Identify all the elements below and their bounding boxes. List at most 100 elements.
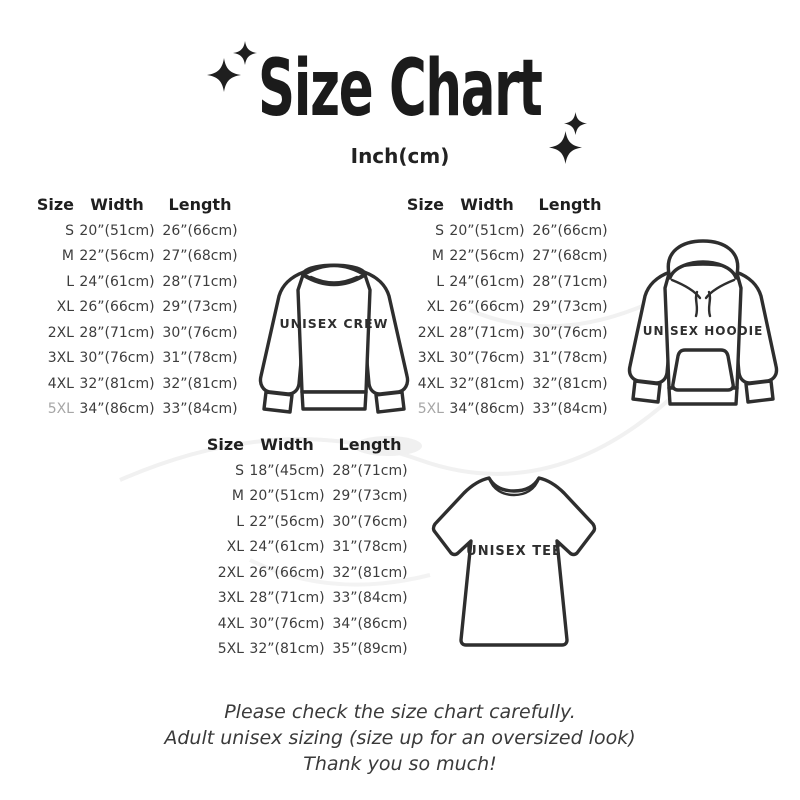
- size-cell: XL: [426, 299, 444, 316]
- width-cell: 20”(51cm): [79, 222, 155, 239]
- width-cell: 24”(61cm): [449, 273, 525, 290]
- length-cell: 29”(73cm): [532, 299, 608, 316]
- column-header: Length: [338, 434, 402, 454]
- length-cell: 33”(84cm): [332, 590, 408, 607]
- column-header: Size: [406, 194, 444, 214]
- width-cell: 28”(71cm): [249, 590, 325, 607]
- width-cell: 32”(81cm): [249, 641, 325, 658]
- width-cell: 24”(61cm): [249, 539, 325, 556]
- size-row: 3XL 28”(71cm) 33”(84cm): [202, 586, 412, 612]
- width-cell: 26”(66cm): [249, 564, 325, 581]
- length-cell: 30”(76cm): [532, 324, 608, 341]
- length-cell: 29”(73cm): [332, 488, 408, 505]
- length-cell: 30”(76cm): [332, 513, 408, 530]
- sparkle-icon: [564, 112, 587, 135]
- width-cell: 26”(66cm): [449, 299, 525, 316]
- length-cell: 35”(89cm): [332, 641, 408, 658]
- size-cell: S: [435, 222, 444, 239]
- tee-garment-label: UNISEX TEE: [466, 544, 562, 559]
- width-cell: 32”(81cm): [449, 375, 525, 392]
- length-cell: 33”(84cm): [162, 401, 238, 418]
- size-cell: 4XL: [217, 615, 244, 632]
- page-title: Size Chart: [258, 44, 543, 134]
- length-cell: 31”(78cm): [162, 350, 238, 367]
- width-cell: 30”(76cm): [449, 350, 525, 367]
- size-row: 2XL 28”(71cm) 30”(76cm): [32, 320, 242, 346]
- size-row: S 20”(51cm) 26”(66cm): [32, 218, 242, 244]
- size-cell: L: [66, 273, 74, 290]
- table-header-row: Size Width Length: [202, 430, 412, 458]
- column-header: Size: [36, 194, 74, 214]
- hoodie-illustration: UNISEX HOODIE: [608, 238, 798, 422]
- length-cell: 26”(66cm): [532, 222, 608, 239]
- footer-line: Adult unisex sizing (size up for an over…: [164, 727, 636, 749]
- sparkle-icon: [233, 41, 257, 65]
- length-cell: 33”(84cm): [532, 401, 608, 418]
- width-cell: 20”(51cm): [449, 222, 525, 239]
- size-cell: 3XL: [417, 350, 444, 367]
- width-cell: 18”(45cm): [249, 462, 325, 479]
- width-cell: 34”(86cm): [79, 401, 155, 418]
- size-cell: 2XL: [417, 324, 444, 341]
- table-header-row: Size Width Length: [32, 190, 242, 218]
- size-cell: S: [235, 462, 244, 479]
- length-cell: 29”(73cm): [162, 299, 238, 316]
- size-cell: 5XL: [417, 401, 444, 418]
- size-row: XL 26”(66cm) 29”(73cm): [32, 295, 242, 321]
- hoodie-garment-label: UNISEX HOODIE: [643, 324, 764, 338]
- size-row: 4XL 30”(76cm) 34”(86cm): [202, 611, 412, 637]
- column-header: Width: [460, 194, 514, 214]
- size-cell: XL: [56, 299, 74, 316]
- size-row: 3XL 30”(76cm) 31”(78cm): [32, 346, 242, 372]
- size-row: 4XL 32”(81cm) 32”(81cm): [402, 371, 612, 397]
- size-row: L 22”(56cm) 30”(76cm): [202, 509, 412, 535]
- width-cell: 24”(61cm): [79, 273, 155, 290]
- width-cell: 30”(76cm): [79, 350, 155, 367]
- width-cell: 32”(81cm): [79, 375, 155, 392]
- length-cell: 28”(71cm): [532, 273, 608, 290]
- length-cell: 31”(78cm): [532, 350, 608, 367]
- column-header: Width: [260, 434, 314, 454]
- column-header: Size: [206, 434, 244, 454]
- width-cell: 30”(76cm): [249, 615, 325, 632]
- size-row: S 20”(51cm) 26”(66cm): [402, 218, 612, 244]
- size-cell: L: [236, 513, 244, 530]
- footer-line: Please check the size chart carefully.: [224, 701, 576, 723]
- crew-outline: [258, 263, 410, 414]
- width-cell: 28”(71cm): [79, 324, 155, 341]
- size-row: 5XL 34”(86cm) 33”(84cm): [402, 397, 612, 423]
- sparkle-icon: [207, 58, 241, 92]
- size-cell: 4XL: [417, 375, 444, 392]
- size-row: XL 26”(66cm) 29”(73cm): [402, 295, 612, 321]
- crew-size-table: Size Width Length S 20”(51cm) 26”(66cm) M 22”(5…: [32, 190, 242, 422]
- tee-size-table: Size Width Length S 18”(45cm) 28”(71cm) M 20”(5…: [202, 430, 412, 662]
- crew-sweatshirt-illustration: UNISEX CREW: [246, 248, 422, 414]
- footer-note: Please check the size chart carefully. A…: [0, 699, 800, 777]
- hoodie-size-table: Size Width Length S 20”(51cm) 26”(66cm) M 22”(5…: [402, 190, 612, 422]
- length-cell: 32”(81cm): [332, 564, 408, 581]
- width-cell: 28”(71cm): [449, 324, 525, 341]
- size-cell: 5XL: [217, 641, 244, 658]
- length-cell: 28”(71cm): [162, 273, 238, 290]
- tee-illustration: UNISEX TEE: [426, 462, 602, 656]
- footer-line: Thank you so much!: [303, 753, 497, 775]
- sparkle-icon: [549, 131, 582, 164]
- size-cell: M: [231, 488, 244, 505]
- size-cell: M: [61, 248, 74, 265]
- length-cell: 32”(81cm): [162, 375, 238, 392]
- size-row: 5XL 34”(86cm) 33”(84cm): [32, 397, 242, 423]
- column-header: Length: [168, 194, 232, 214]
- crew-garment-label: UNISEX CREW: [280, 316, 389, 331]
- table-header-row: Size Width Length: [402, 190, 612, 218]
- size-cell: 2XL: [47, 324, 74, 341]
- width-cell: 22”(56cm): [79, 248, 155, 265]
- width-cell: 22”(56cm): [249, 513, 325, 530]
- size-row: S 18”(45cm) 28”(71cm): [202, 458, 412, 484]
- length-cell: 34”(86cm): [332, 615, 408, 632]
- hoodie-outline: [627, 239, 779, 406]
- size-cell: L: [436, 273, 444, 290]
- unit-subtitle: Inch(cm): [350, 144, 450, 168]
- size-cell: XL: [226, 539, 244, 556]
- length-cell: 31”(78cm): [332, 539, 408, 556]
